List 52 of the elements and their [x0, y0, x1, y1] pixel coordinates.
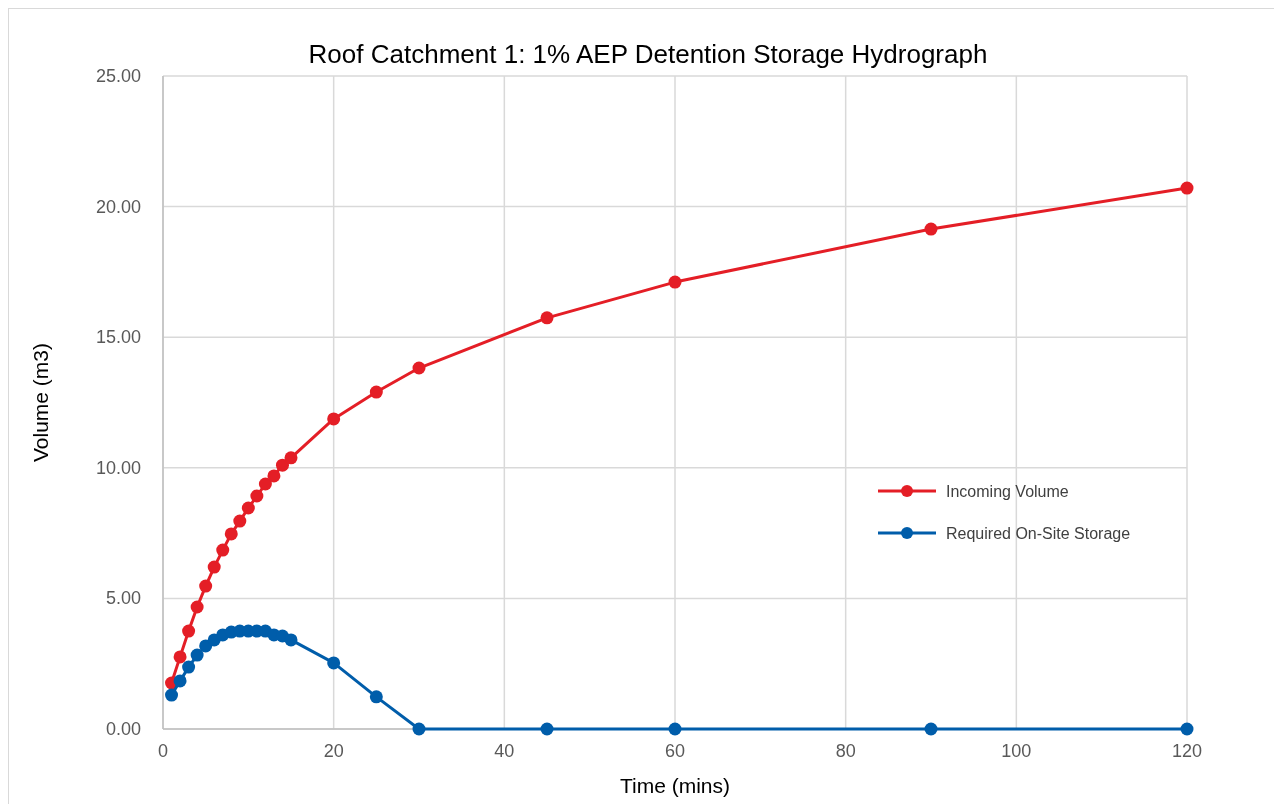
point [224, 527, 238, 541]
point [233, 514, 247, 528]
point [182, 660, 196, 674]
point [369, 690, 383, 704]
point [199, 639, 213, 653]
y-axis-title: Volume (m3) [29, 342, 52, 463]
point [207, 560, 221, 574]
point [668, 722, 682, 736]
x-axis-title: Time (mins) [619, 774, 731, 797]
point [173, 674, 187, 688]
x-tick-label: 40 [494, 741, 515, 761]
x-tick-label: 60 [664, 741, 686, 761]
y-tick-label: 10.00 [95, 457, 141, 478]
point [190, 600, 204, 614]
point [924, 722, 938, 736]
point [369, 385, 383, 399]
point [412, 722, 426, 736]
point [327, 412, 341, 426]
point [540, 722, 554, 736]
legend-label: Required On-Site Storage [946, 525, 1131, 542]
x-tick-label: 0 [157, 741, 169, 761]
point [284, 633, 298, 647]
point [190, 648, 204, 662]
y-tick-label: 25.00 [95, 66, 141, 86]
point [199, 579, 213, 593]
point [182, 624, 196, 638]
y-tick-label: 20.00 [95, 196, 141, 217]
point [258, 477, 272, 491]
point [1180, 722, 1194, 736]
point [267, 469, 281, 483]
point [668, 275, 682, 289]
point [412, 361, 426, 375]
point [1180, 181, 1194, 195]
x-tick-label: 100 [1001, 741, 1032, 761]
x-tick-label: 20 [323, 741, 344, 761]
point [540, 311, 554, 325]
point [165, 688, 179, 702]
chart-title: Roof Catchment 1: 1% AEP Detention Storage Hydrograph [308, 39, 988, 69]
y-tick-label: 5.00 [105, 588, 141, 609]
y-tick-label: 0.00 [105, 719, 141, 739]
point [241, 501, 255, 515]
point [275, 458, 289, 472]
point [250, 489, 264, 503]
x-tick-label: 80 [835, 741, 856, 761]
point [216, 543, 230, 557]
legend-label: Incoming Volume [946, 483, 1069, 500]
point [924, 222, 938, 236]
x-tick-label: 120 [1171, 741, 1203, 761]
point [327, 656, 341, 670]
point [284, 451, 298, 465]
y-tick-label: 15.00 [95, 327, 141, 348]
point [173, 650, 187, 664]
